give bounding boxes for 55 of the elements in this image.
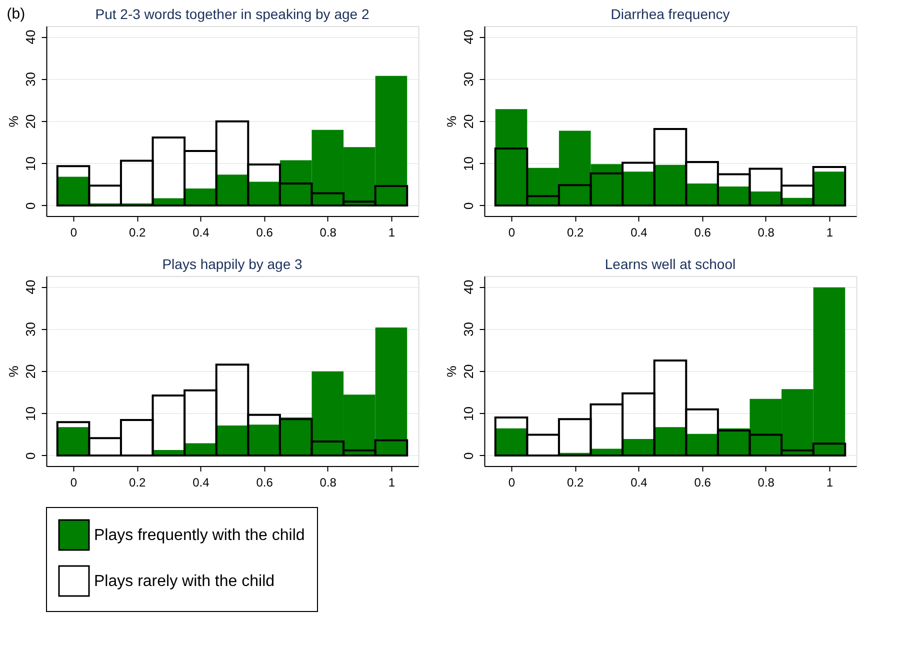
y-axis-title: % — [6, 365, 21, 378]
y-tick-label: 10 — [460, 156, 476, 171]
x-tick-label: 0.4 — [630, 476, 648, 490]
x-tick-label: 0.6 — [694, 226, 712, 240]
x-tick-label: 0.2 — [567, 226, 584, 240]
y-tick-label: 40 — [22, 280, 38, 294]
y-tick-label: 30 — [22, 72, 38, 87]
x-tick-label: 0.8 — [758, 476, 775, 490]
y-tick-label: 20 — [460, 114, 476, 129]
x-tick-label: 0.6 — [256, 476, 274, 490]
x-tick-label: 0.4 — [630, 226, 648, 240]
y-tick-label: 40 — [460, 30, 476, 44]
x-tick-label: 0.6 — [694, 476, 712, 490]
y-tick-label: 20 — [460, 364, 476, 379]
y-axis-title: % — [444, 365, 459, 378]
x-tick-label: 0.8 — [758, 226, 775, 240]
chart-title: Put 2-3 words together in speaking by age 2 — [95, 6, 370, 22]
chart-title: Learns well at school — [604, 256, 736, 272]
legend-label: Plays frequently with the child — [94, 527, 305, 544]
y-tick-label: 0 — [22, 452, 38, 460]
x-tick-label: 0 — [508, 226, 516, 240]
y-tick-label: 20 — [22, 114, 38, 129]
x-tick-label: 0.4 — [192, 226, 210, 240]
y-tick-label: 10 — [22, 156, 38, 171]
x-tick-label: 0.2 — [567, 476, 584, 490]
y-tick-label: 20 — [22, 364, 38, 379]
x-tick-label: 0.8 — [320, 226, 337, 240]
x-tick-label: 1 — [388, 226, 396, 240]
x-tick-label: 0.8 — [320, 476, 337, 490]
x-tick-label: 1 — [826, 226, 834, 240]
x-tick-label: 1 — [388, 476, 396, 490]
y-tick-label: 40 — [22, 30, 38, 44]
y-tick-label: 0 — [460, 452, 476, 460]
x-tick-label: 0.2 — [129, 226, 146, 240]
text: (b) — [6, 6, 26, 22]
y-axis-title: % — [6, 115, 21, 128]
x-tick-label: 0 — [508, 476, 516, 490]
x-tick-label: 1 — [826, 476, 834, 490]
x-tick-label: 0.2 — [129, 476, 146, 490]
x-tick-label: 0.6 — [256, 226, 274, 240]
y-tick-label: 0 — [22, 202, 38, 210]
y-axis-title: % — [444, 115, 459, 128]
y-tick-label: 40 — [460, 280, 476, 294]
chart-title: Plays happily by age 3 — [162, 256, 303, 272]
y-tick-label: 30 — [22, 322, 38, 337]
legend-label: Plays rarely with the child — [94, 573, 275, 590]
x-tick-label: 0.4 — [192, 476, 210, 490]
x-tick-label: 0 — [70, 476, 78, 490]
y-tick-label: 30 — [460, 72, 476, 87]
x-tick-label: 0 — [70, 226, 78, 240]
chart-title: Diarrhea frequency — [610, 6, 730, 22]
y-tick-label: 0 — [460, 202, 476, 210]
y-tick-label: 10 — [460, 406, 476, 421]
y-tick-label: 10 — [22, 406, 38, 421]
y-tick-label: 30 — [460, 322, 476, 337]
